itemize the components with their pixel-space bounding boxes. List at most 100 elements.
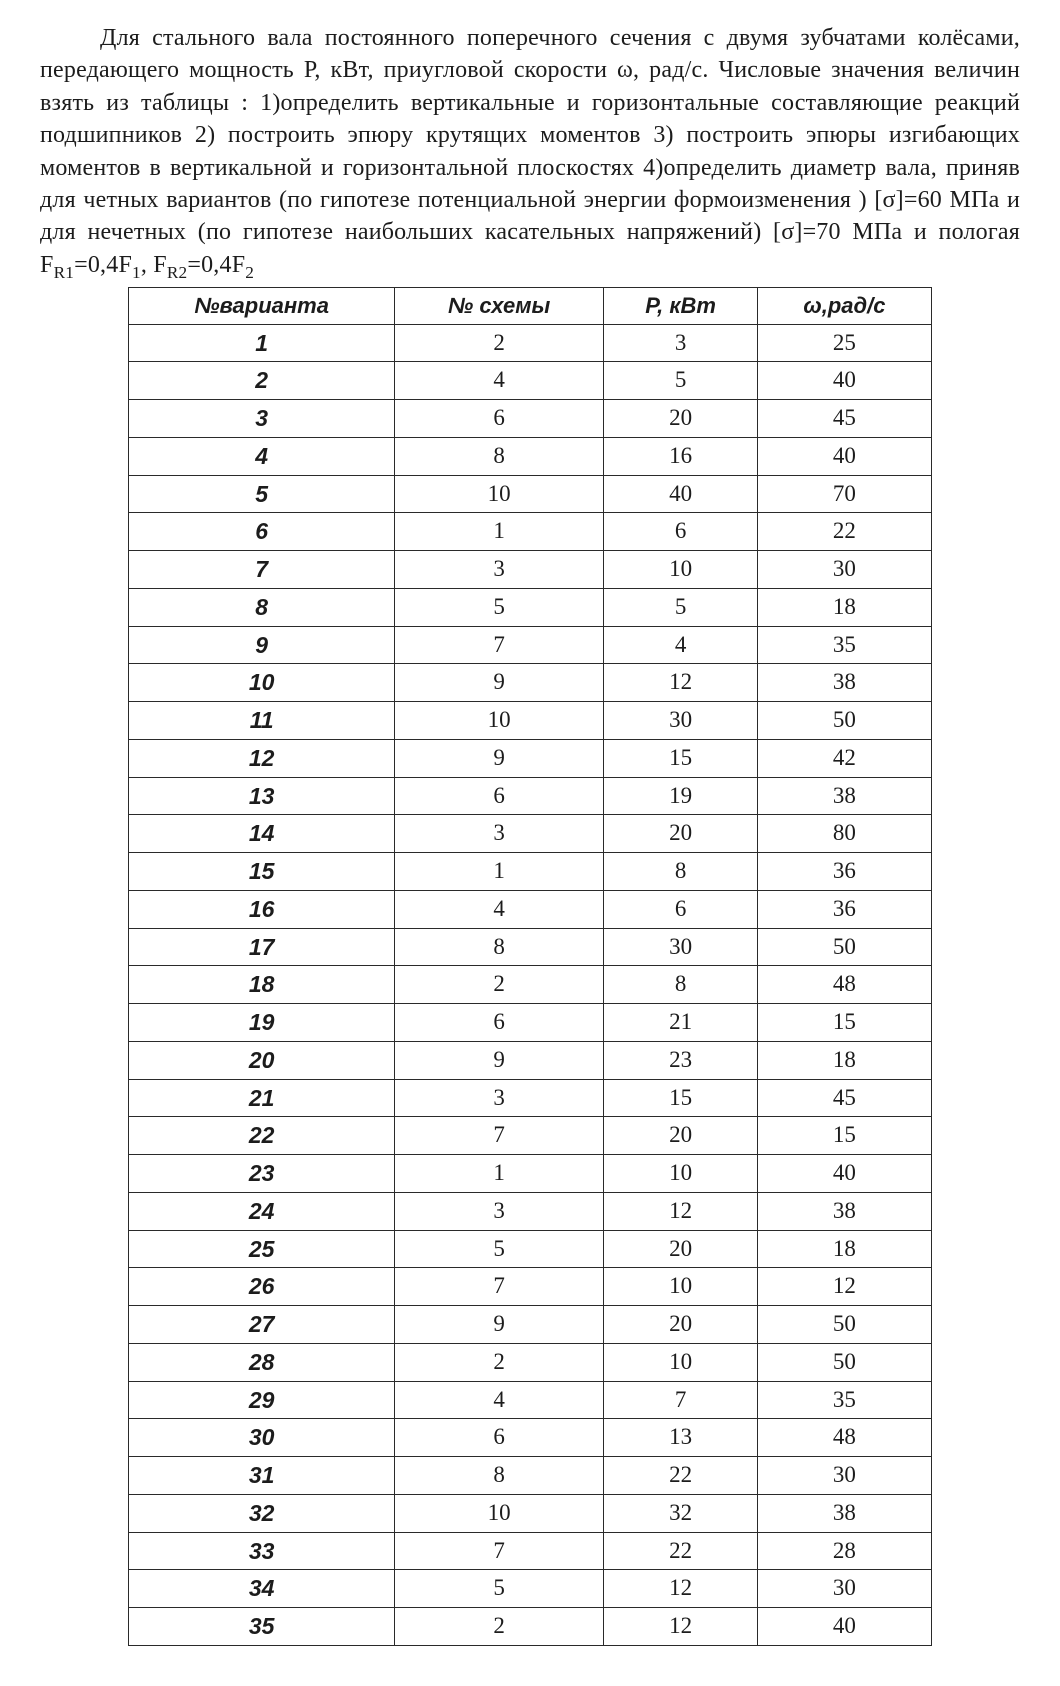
cell-variant: 27: [129, 1306, 395, 1344]
problem-paragraph: Для стального вала постоянного поперечно…: [40, 22, 1020, 281]
cell-variant: 20: [129, 1041, 395, 1079]
cell-power: 10: [604, 1268, 758, 1306]
cell-power: 30: [604, 928, 758, 966]
cell-omega: 40: [758, 362, 932, 400]
cell-scheme: 5: [395, 1230, 604, 1268]
cell-omega: 45: [758, 1079, 932, 1117]
cell-variant: 17: [129, 928, 395, 966]
cell-scheme: 9: [395, 739, 604, 777]
problem-text-main: Для стального вала постоянного поперечно…: [40, 25, 1020, 278]
cell-omega: 70: [758, 475, 932, 513]
cell-power: 12: [604, 1570, 758, 1608]
cell-power: 32: [604, 1494, 758, 1532]
cell-omega: 30: [758, 551, 932, 589]
table-row: 151836: [129, 853, 932, 891]
table-head: №варианта № схемы Р, кВт ω,рад/с: [129, 288, 932, 325]
cell-omega: 50: [758, 1306, 932, 1344]
cell-variant: 35: [129, 1608, 395, 1646]
table-row: 1091238: [129, 664, 932, 702]
cell-power: 10: [604, 1155, 758, 1193]
cell-scheme: 3: [395, 551, 604, 589]
table-row: 5104070: [129, 475, 932, 513]
table-row: 2092318: [129, 1041, 932, 1079]
table-row: 2821050: [129, 1343, 932, 1381]
cell-scheme: 3: [395, 815, 604, 853]
table-row: 2311040: [129, 1155, 932, 1193]
table-row: 1361938: [129, 777, 932, 815]
table-row: 1783050: [129, 928, 932, 966]
table-row: 85518: [129, 588, 932, 626]
cell-power: 40: [604, 475, 758, 513]
table-row: 3521240: [129, 1608, 932, 1646]
col-header-omega: ω,рад/с: [758, 288, 932, 325]
cell-variant: 10: [129, 664, 395, 702]
cell-scheme: 2: [395, 1343, 604, 1381]
cell-omega: 30: [758, 1457, 932, 1495]
cell-omega: 35: [758, 626, 932, 664]
cell-variant: 8: [129, 588, 395, 626]
cell-variant: 32: [129, 1494, 395, 1532]
table-row: 3061348: [129, 1419, 932, 1457]
cell-variant: 9: [129, 626, 395, 664]
cell-scheme: 6: [395, 1004, 604, 1042]
table-row: 362045: [129, 400, 932, 438]
cell-scheme: 9: [395, 664, 604, 702]
table-body: 1232524540362045481640510407061622731030…: [129, 324, 932, 1645]
cell-scheme: 8: [395, 928, 604, 966]
cell-scheme: 4: [395, 362, 604, 400]
cell-scheme: 7: [395, 1117, 604, 1155]
cell-omega: 15: [758, 1004, 932, 1042]
cell-variant: 24: [129, 1192, 395, 1230]
table-row: 3182230: [129, 1457, 932, 1495]
table-row: 2272015: [129, 1117, 932, 1155]
cell-omega: 40: [758, 437, 932, 475]
table-row: 24540: [129, 362, 932, 400]
cell-variant: 5: [129, 475, 395, 513]
cell-omega: 28: [758, 1532, 932, 1570]
cell-omega: 80: [758, 815, 932, 853]
cell-power: 15: [604, 1079, 758, 1117]
table-row: 1432080: [129, 815, 932, 853]
cell-power: 22: [604, 1532, 758, 1570]
cell-omega: 50: [758, 1343, 932, 1381]
table-row: 1291542: [129, 739, 932, 777]
table-row: 2671012: [129, 1268, 932, 1306]
cell-scheme: 5: [395, 1570, 604, 1608]
cell-omega: 35: [758, 1381, 932, 1419]
cell-scheme: 8: [395, 1457, 604, 1495]
cell-variant: 4: [129, 437, 395, 475]
cell-omega: 38: [758, 664, 932, 702]
problem-text-mid3: =0,4F: [187, 252, 245, 278]
cell-omega: 48: [758, 966, 932, 1004]
cell-omega: 12: [758, 1268, 932, 1306]
cell-omega: 18: [758, 1230, 932, 1268]
cell-scheme: 2: [395, 1608, 604, 1646]
cell-scheme: 9: [395, 1306, 604, 1344]
cell-variant: 29: [129, 1381, 395, 1419]
cell-power: 12: [604, 1192, 758, 1230]
cell-variant: 31: [129, 1457, 395, 1495]
cell-omega: 30: [758, 1570, 932, 1608]
cell-power: 7: [604, 1381, 758, 1419]
cell-variant: 30: [129, 1419, 395, 1457]
cell-omega: 38: [758, 777, 932, 815]
table-row: 61622: [129, 513, 932, 551]
cell-scheme: 7: [395, 626, 604, 664]
variants-table: №варианта № схемы Р, кВт ω,рад/с 1232524…: [128, 287, 932, 1646]
cell-variant: 34: [129, 1570, 395, 1608]
cell-scheme: 3: [395, 1192, 604, 1230]
cell-variant: 26: [129, 1268, 395, 1306]
cell-scheme: 3: [395, 1079, 604, 1117]
cell-variant: 2: [129, 362, 395, 400]
cell-omega: 40: [758, 1608, 932, 1646]
cell-omega: 45: [758, 400, 932, 438]
cell-variant: 25: [129, 1230, 395, 1268]
cell-power: 15: [604, 739, 758, 777]
col-header-variant: №варианта: [129, 288, 395, 325]
cell-variant: 28: [129, 1343, 395, 1381]
cell-variant: 33: [129, 1532, 395, 1570]
cell-power: 12: [604, 1608, 758, 1646]
cell-power: 8: [604, 853, 758, 891]
cell-scheme: 7: [395, 1532, 604, 1570]
table-row: 11103050: [129, 702, 932, 740]
